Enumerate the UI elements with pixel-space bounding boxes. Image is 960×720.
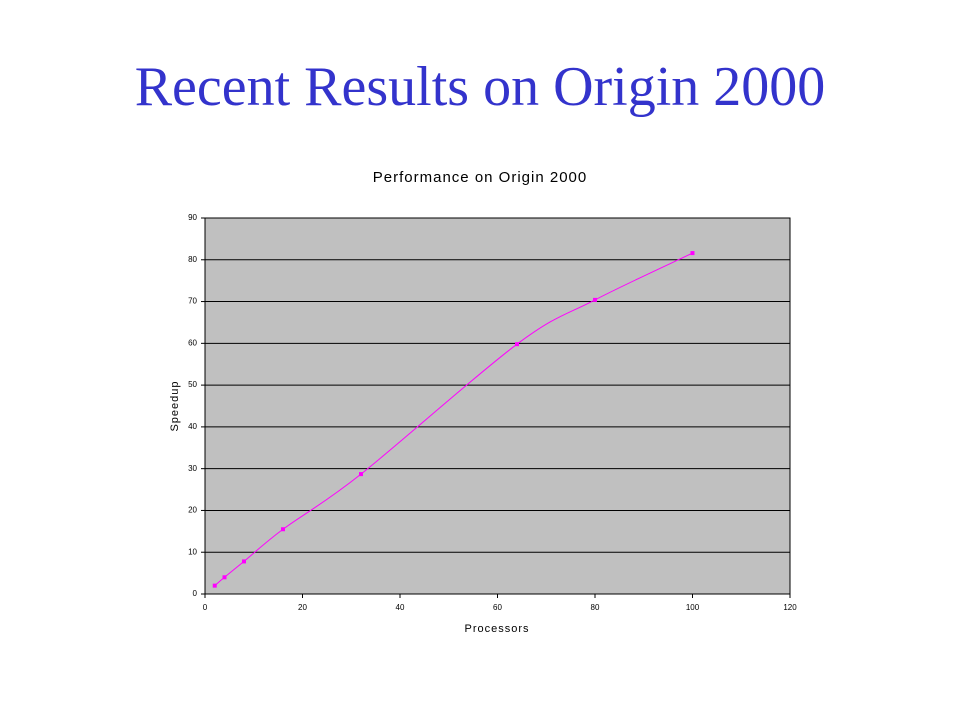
- marker: [593, 297, 597, 302]
- y-tick-label: 30: [188, 464, 197, 473]
- marker: [690, 251, 695, 256]
- marker: [242, 559, 246, 564]
- x-tick-label: 20: [298, 603, 307, 612]
- marker: [281, 527, 285, 532]
- marker: [212, 583, 217, 588]
- y-tick-label: 20: [188, 506, 197, 515]
- y-tick-label: 0: [193, 589, 198, 598]
- x-tick-label: 120: [783, 603, 797, 612]
- y-tick-label: 60: [188, 338, 197, 347]
- y-axis-label: Speedup: [169, 380, 181, 431]
- y-tick-label: 70: [188, 297, 197, 306]
- marker: [359, 472, 363, 477]
- x-tick-label: 60: [493, 603, 502, 612]
- marker: [222, 575, 227, 580]
- y-tick-label: 40: [188, 422, 197, 431]
- chart-title: Performance on Origin 2000: [373, 169, 587, 186]
- marker: [515, 342, 519, 347]
- x-tick-label: 100: [686, 603, 700, 612]
- x-axis-label: Processors: [464, 623, 529, 635]
- x-tick-label: 80: [591, 603, 600, 612]
- y-tick-label: 80: [188, 255, 197, 264]
- x-tick-label: 40: [396, 603, 405, 612]
- y-tick-label: 90: [188, 213, 197, 222]
- slide-title: Recent Results on Origin 2000: [135, 56, 826, 118]
- x-tick-label: 0: [203, 603, 208, 612]
- y-tick-label: 50: [188, 380, 197, 389]
- y-tick-label: 10: [188, 547, 197, 556]
- plot-area: [204, 217, 791, 595]
